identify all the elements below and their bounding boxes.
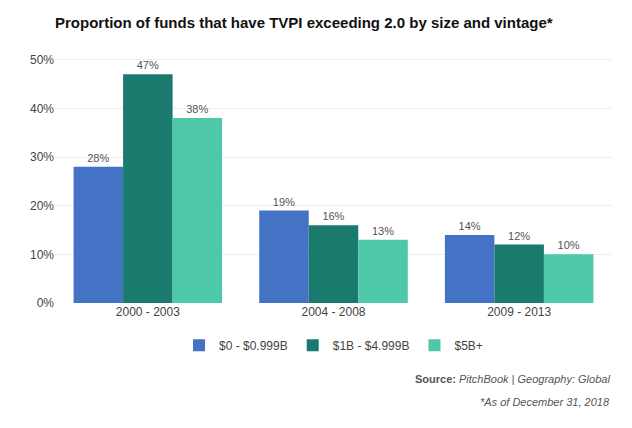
svg-text:0%: 0% (37, 296, 55, 310)
svg-text:38%: 38% (186, 103, 208, 115)
svg-text:14%: 14% (459, 220, 481, 232)
svg-text:28%: 28% (87, 152, 109, 164)
svg-text:20%: 20% (30, 199, 54, 213)
svg-text:13%: 13% (372, 225, 394, 237)
svg-text:47%: 47% (137, 59, 159, 71)
svg-text:$0 - $0.999B: $0 - $0.999B (219, 339, 288, 353)
svg-text:Source: PitchBook | Geography:: Source: PitchBook | Geography: Global (415, 373, 610, 385)
svg-text:50%: 50% (30, 53, 54, 67)
svg-text:*As of December 31, 2018: *As of December 31, 2018 (480, 396, 610, 408)
svg-text:19%: 19% (273, 196, 295, 208)
svg-text:2004 - 2008: 2004 - 2008 (301, 305, 365, 319)
svg-text:16%: 16% (322, 210, 344, 222)
svg-text:10%: 10% (558, 239, 580, 251)
svg-text:30%: 30% (30, 150, 54, 164)
svg-text:2009 - 2013: 2009 - 2013 (487, 305, 551, 319)
svg-text:$1B - $4.999B: $1B - $4.999B (333, 339, 410, 353)
svg-text:40%: 40% (30, 102, 54, 116)
svg-text:$5B+: $5B+ (454, 339, 482, 353)
svg-text:10%: 10% (30, 248, 54, 262)
svg-text:2000 - 2003: 2000 - 2003 (116, 305, 180, 319)
svg-text:12%: 12% (508, 230, 530, 242)
svg-text:Proportion of funds that have: Proportion of funds that have TVPI excee… (55, 14, 553, 31)
